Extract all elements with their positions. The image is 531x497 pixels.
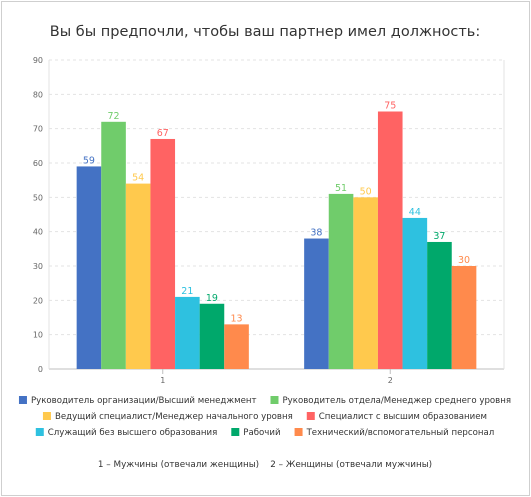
legend-label: Технический/вспомогательный персонал	[306, 428, 495, 438]
y-tick-label: 70	[33, 125, 43, 134]
bar-value-label: 54	[132, 173, 144, 184]
chart-title: Вы бы предпочли, чтобы ваш партнер имел …	[50, 24, 480, 40]
bar-value-label: 50	[360, 186, 372, 197]
bar	[76, 166, 102, 369]
y-tick-label: 60	[33, 159, 43, 168]
bar-value-label: 67	[157, 128, 169, 139]
bar	[101, 121, 126, 369]
bar-value-label: 72	[108, 111, 120, 122]
bar	[125, 183, 151, 369]
legend-label: Руководитель организации/Высший менеджме…	[31, 396, 257, 406]
bar-value-label: 37	[433, 231, 445, 242]
bar	[199, 303, 225, 369]
legend-label: Ведущий специалист/Менеджер начального у…	[55, 412, 293, 422]
legend-swatch	[42, 412, 51, 420]
bar	[377, 111, 403, 369]
bar-value-label: 75	[384, 101, 396, 112]
bar	[304, 238, 329, 369]
legend-swatch	[306, 412, 315, 420]
bar	[353, 197, 378, 369]
footnote: 1 – Мужчины (отвечали женщины) 2 – Женщи…	[98, 460, 432, 470]
bars: 59 72 54 67 21 19 13 38 51 50 75 44 37 30	[76, 101, 477, 369]
bar	[328, 193, 354, 369]
bar	[451, 266, 477, 369]
legend-swatch	[270, 396, 279, 404]
x-tick-label: 2	[388, 376, 393, 385]
y-tick-label: 30	[33, 262, 43, 271]
y-tick-label: 90	[33, 56, 43, 65]
legend-swatch	[18, 396, 27, 404]
bar	[402, 217, 428, 369]
bar	[224, 324, 249, 369]
bar-value-label: 19	[206, 293, 218, 304]
legend-label: Служащий без высшего образования	[48, 428, 218, 438]
bar-value-label: 59	[83, 155, 95, 166]
bar-value-label: 21	[181, 286, 193, 297]
bar	[150, 138, 176, 369]
legend-label: Специалист с высшим образованием	[319, 412, 487, 422]
y-tick-label: 0	[38, 365, 43, 374]
bar-value-label: 13	[231, 313, 243, 324]
legend: Руководитель организации/Высший менеджме…	[18, 396, 511, 438]
bar-value-label: 44	[409, 207, 421, 218]
y-tick-label: 50	[33, 193, 43, 202]
y-tick-label: 40	[33, 228, 43, 237]
legend-swatch	[294, 428, 303, 436]
bar-value-label: 51	[335, 183, 347, 194]
legend-label: Руководитель отдела/Менеджер среднего ур…	[282, 396, 511, 406]
legend-swatch	[231, 428, 240, 436]
y-axis: 0 10 20 30 40 50 60 70 80 90	[33, 56, 43, 374]
bar-value-label: 38	[310, 228, 322, 239]
bar	[427, 241, 452, 369]
bar-value-label: 30	[458, 255, 470, 266]
legend-swatch	[35, 428, 44, 436]
bar	[175, 296, 200, 369]
legend-label: Рабочий	[243, 428, 280, 438]
y-tick-label: 10	[33, 331, 43, 340]
y-tick-label: 80	[33, 90, 43, 99]
y-tick-label: 20	[33, 296, 43, 305]
x-tick-label: 1	[160, 376, 165, 385]
